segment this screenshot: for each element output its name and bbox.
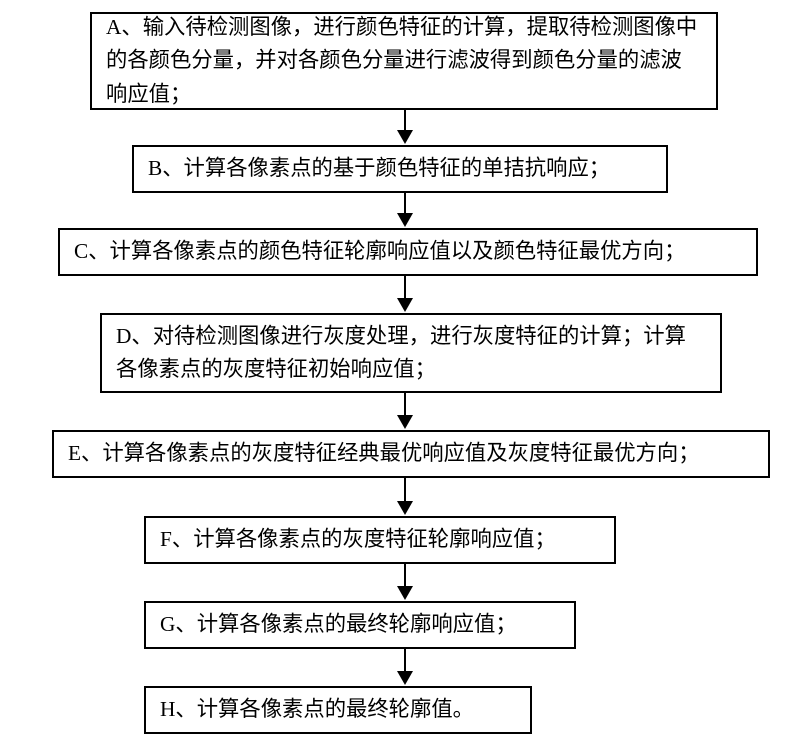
- arrow-head-icon: [397, 671, 413, 685]
- arrow-head-icon: [397, 130, 413, 144]
- node-text: F、计算各像素点的灰度特征轮廓响应值；: [160, 523, 556, 556]
- arrow-B-C: [397, 193, 413, 227]
- arrow-head-icon: [397, 298, 413, 312]
- arrow-E-F: [397, 478, 413, 515]
- arrow-head-icon: [397, 586, 413, 600]
- node-text: H、计算各像素点的最终轮廓值。: [160, 693, 474, 726]
- flowchart-node-F: F、计算各像素点的灰度特征轮廓响应值；: [144, 516, 616, 564]
- flowchart-node-G: G、计算各像素点的最终轮廓响应值；: [144, 601, 576, 649]
- flowchart-node-E: E、计算各像素点的灰度特征经典最优响应值及灰度特征最优方向；: [52, 430, 770, 478]
- node-text: A、输入待检测图像，进行颜色特征的计算，提取待检测图像中的各颜色分量，并对各颜色…: [106, 11, 702, 110]
- flowchart-node-D: D、对待检测图像进行灰度处理，进行灰度特征的计算；计算各像素点的灰度特征初始响应…: [100, 313, 722, 393]
- arrow-G-H: [397, 649, 413, 685]
- node-text: D、对待检测图像进行灰度处理，进行灰度特征的计算；计算各像素点的灰度特征初始响应…: [116, 320, 706, 386]
- node-text: E、计算各像素点的灰度特征经典最优响应值及灰度特征最优方向；: [68, 437, 700, 470]
- arrow-D-E: [397, 393, 413, 429]
- arrow-A-B: [397, 110, 413, 144]
- node-text: B、计算各像素点的基于颜色特征的单拮抗响应；: [148, 152, 610, 185]
- arrow-line: [404, 649, 407, 672]
- node-text: C、计算各像素点的颜色特征轮廓响应值以及颜色特征最优方向；: [74, 235, 685, 268]
- flowchart-node-A: A、输入待检测图像，进行颜色特征的计算，提取待检测图像中的各颜色分量，并对各颜色…: [90, 12, 718, 110]
- arrow-line: [404, 564, 407, 587]
- arrow-F-G: [397, 564, 413, 600]
- arrow-line: [404, 110, 407, 131]
- arrow-line: [404, 276, 407, 299]
- arrow-head-icon: [397, 501, 413, 515]
- arrow-line: [404, 193, 407, 214]
- flowchart-node-C: C、计算各像素点的颜色特征轮廓响应值以及颜色特征最优方向；: [58, 228, 758, 276]
- arrow-head-icon: [397, 415, 413, 429]
- arrow-C-D: [397, 276, 413, 312]
- flowchart-node-B: B、计算各像素点的基于颜色特征的单拮抗响应；: [132, 145, 668, 193]
- flowchart-node-H: H、计算各像素点的最终轮廓值。: [144, 686, 532, 734]
- arrow-line: [404, 393, 407, 416]
- arrow-head-icon: [397, 213, 413, 227]
- node-text: G、计算各像素点的最终轮廓响应值；: [160, 608, 517, 641]
- arrow-line: [404, 478, 407, 502]
- flowchart-container: A、输入待检测图像，进行颜色特征的计算，提取待检测图像中的各颜色分量，并对各颜色…: [0, 0, 810, 755]
